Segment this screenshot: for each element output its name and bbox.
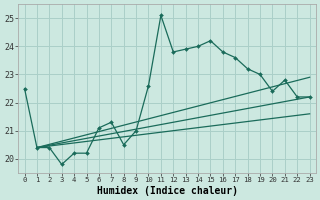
- X-axis label: Humidex (Indice chaleur): Humidex (Indice chaleur): [97, 186, 237, 196]
